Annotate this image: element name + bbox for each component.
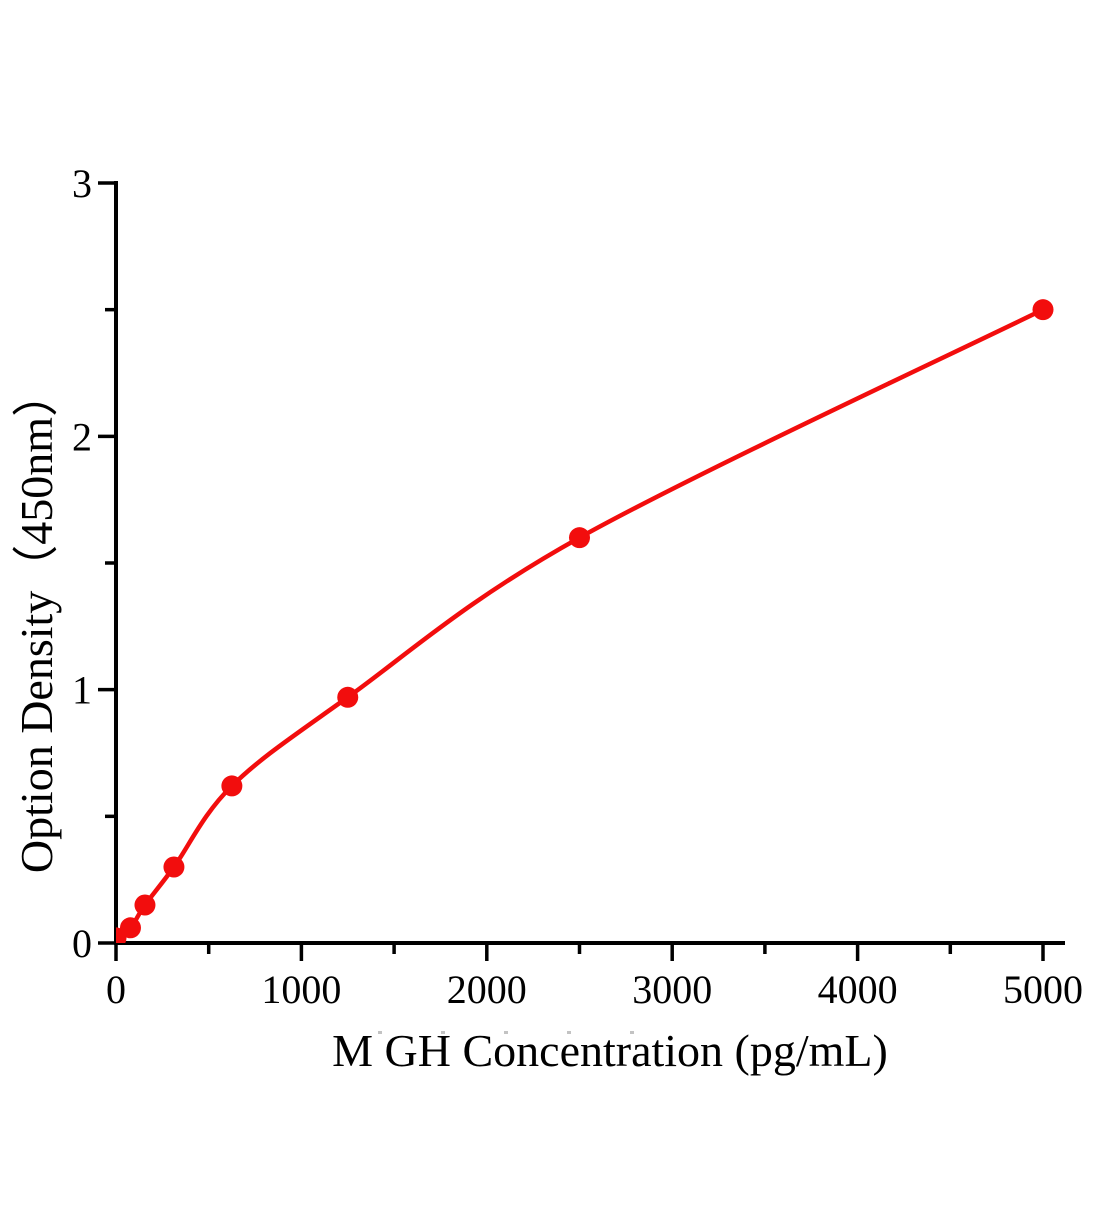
data-point: [1032, 299, 1054, 321]
y-tick-label: 0: [72, 921, 92, 966]
x-axis-title: M GH Concentration (pg/mL): [332, 1025, 888, 1076]
x-tick-label: 5000: [1003, 967, 1083, 1012]
data-point: [134, 894, 156, 916]
y-axis-title: Option Density（450nm）: [11, 371, 62, 873]
x-tick-label: 0: [106, 967, 126, 1012]
artifact-speck: [630, 1031, 634, 1034]
axis-spines: [114, 181, 1065, 945]
y-tick-label: 1: [72, 668, 92, 713]
x-tick-label: 4000: [818, 967, 898, 1012]
x-tick-label: 2000: [447, 967, 527, 1012]
x-tick-label: 1000: [261, 967, 341, 1012]
artifact-specks: [378, 1031, 634, 1034]
artifact-speck: [567, 1031, 571, 1034]
tick-labels: 0 1000 2000 3000 4000 5000 0 1 2 3: [72, 161, 1083, 1012]
y-tick-label: 2: [72, 414, 92, 459]
data-point: [337, 686, 359, 708]
data-point: [221, 775, 243, 797]
axes: [114, 181, 1065, 945]
x-tick-label: 3000: [632, 967, 712, 1012]
data-point: [163, 856, 185, 878]
data-point: [119, 917, 141, 939]
y-tick-label: 3: [72, 161, 92, 206]
artifact-speck: [504, 1031, 508, 1034]
axis-ticks: [98, 181, 1045, 961]
data-series: [116, 299, 1054, 943]
standard-curve-path: [116, 307, 1046, 941]
artifact-speck: [378, 1031, 382, 1034]
data-point: [569, 527, 590, 549]
artifact-speck: [441, 1031, 445, 1034]
